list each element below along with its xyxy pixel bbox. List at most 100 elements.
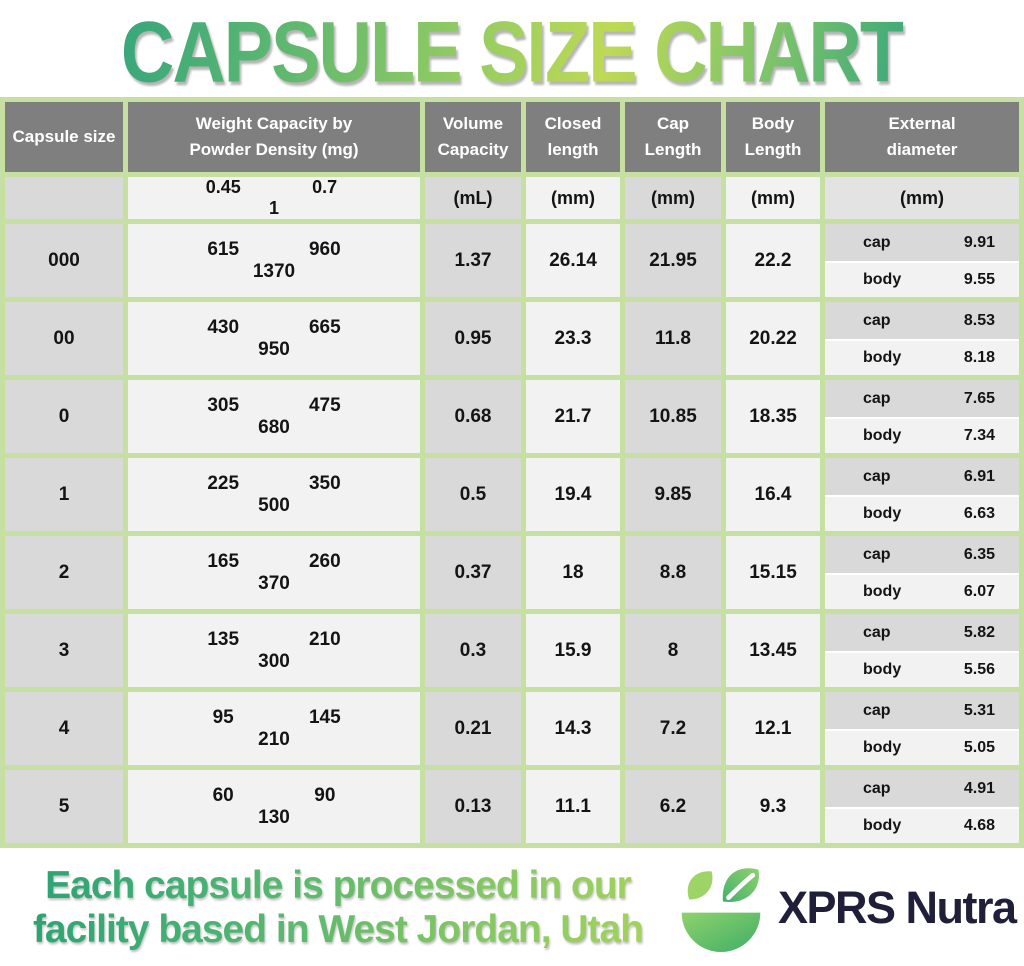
cap-label: cap bbox=[863, 233, 891, 251]
body-length-value: 12.1 bbox=[726, 692, 820, 765]
closed-length-value: 21.7 bbox=[526, 380, 620, 453]
volume-value: 0.13 bbox=[425, 770, 521, 843]
external-body-value: 7.34 bbox=[963, 427, 995, 444]
external-body-row: body 5.05 bbox=[825, 731, 1019, 765]
capsule-size-value: 3 bbox=[5, 614, 123, 687]
external-body-row: body 5.56 bbox=[825, 653, 1019, 687]
header-body-length: Body Length bbox=[726, 102, 820, 172]
header-external-diameter: External diameter bbox=[825, 102, 1019, 172]
cap-label: cap bbox=[863, 545, 891, 563]
external-diameter-cell: cap 8.53 body 8.18 bbox=[825, 302, 1019, 375]
density-1: 1 bbox=[268, 198, 279, 218]
closed-length-value: 11.1 bbox=[526, 770, 620, 843]
capsule-size-value: 00 bbox=[5, 302, 123, 375]
weight-at-045: 95 bbox=[212, 706, 234, 728]
external-body-row: body 6.63 bbox=[825, 497, 1019, 531]
external-cap-row: cap 5.82 bbox=[825, 614, 1019, 653]
leaf-bowl-icon bbox=[681, 868, 761, 953]
external-cap-value: 8.53 bbox=[963, 311, 995, 329]
density-045: 0.45 bbox=[205, 177, 241, 197]
body-length-value: 16.4 bbox=[726, 458, 820, 531]
page-title: CAPSULE SIZE CHART bbox=[0, 0, 1024, 100]
weight-at-1: 300 bbox=[258, 650, 290, 672]
body-length-value: 15.15 bbox=[726, 536, 820, 609]
subheader-row: 0.45 0.7 1 (mL) (mm) (mm) (mm) (mm) bbox=[5, 177, 1019, 219]
weight-at-07: 350 bbox=[308, 472, 341, 494]
table-row: 2 165 260 370 0.37 18 8.8 15.15 cap 6.35… bbox=[5, 536, 1019, 609]
density-07: 0.7 bbox=[312, 177, 338, 197]
external-cap-value: 5.31 bbox=[963, 701, 995, 719]
brand-name: XPRS Nutra bbox=[778, 882, 1017, 934]
external-diameter-cell: cap 6.91 body 6.63 bbox=[825, 458, 1019, 531]
cap-label: cap bbox=[863, 701, 891, 719]
external-cap-row: cap 6.91 bbox=[825, 458, 1019, 497]
volume-value: 1.37 bbox=[425, 224, 521, 297]
capsule-size-table: Capsule size Weight Capacity by Powder D… bbox=[0, 97, 1024, 848]
external-cap-value: 5.82 bbox=[963, 623, 995, 641]
external-body-row: body 6.07 bbox=[825, 575, 1019, 609]
tagline: Each capsule is processed in our facilit… bbox=[6, 864, 670, 952]
weight-at-045: 305 bbox=[207, 394, 240, 416]
weight-at-1: 680 bbox=[258, 416, 290, 438]
volume-value: 0.5 bbox=[425, 458, 521, 531]
external-diameter-cell: cap 5.31 body 5.05 bbox=[825, 692, 1019, 765]
external-cap-value: 6.91 bbox=[963, 467, 995, 485]
volume-value: 0.37 bbox=[425, 536, 521, 609]
cap-length-value: 8.8 bbox=[625, 536, 721, 609]
table-row: 3 135 210 300 0.3 15.9 8 13.45 cap 5.82 … bbox=[5, 614, 1019, 687]
weight-at-1: 370 bbox=[258, 572, 290, 594]
body-label: body bbox=[863, 505, 902, 522]
cap-length-value: 7.2 bbox=[625, 692, 721, 765]
header-closed-length: Closed length bbox=[526, 102, 620, 172]
body-label: body bbox=[863, 739, 902, 756]
volume-value: 0.95 bbox=[425, 302, 521, 375]
external-cap-row: cap 4.91 bbox=[825, 770, 1019, 809]
external-diameter-cell: cap 9.91 body 9.55 bbox=[825, 224, 1019, 297]
weight-at-1: 1370 bbox=[252, 260, 296, 282]
weight-values: 430 665 950 bbox=[128, 302, 420, 375]
external-cap-row: cap 5.31 bbox=[825, 692, 1019, 731]
header-cap-length: Cap Length bbox=[625, 102, 721, 172]
volume-value: 0.21 bbox=[425, 692, 521, 765]
body-label: body bbox=[863, 271, 902, 288]
subheader-densities: 0.45 0.7 1 bbox=[128, 177, 420, 219]
external-body-value: 9.55 bbox=[963, 271, 995, 288]
weight-at-07: 90 bbox=[314, 784, 336, 806]
closed-length-value: 23.3 bbox=[526, 302, 620, 375]
external-body-row: body 4.68 bbox=[825, 809, 1019, 843]
external-cap-row: cap 7.65 bbox=[825, 380, 1019, 419]
cap-length-value: 6.2 bbox=[625, 770, 721, 843]
closed-length-value: 14.3 bbox=[526, 692, 620, 765]
weight-at-045: 165 bbox=[207, 550, 240, 572]
header-volume-capacity: Volume Capacity bbox=[425, 102, 521, 172]
external-body-value: 5.05 bbox=[963, 739, 995, 756]
external-body-row: body 8.18 bbox=[825, 341, 1019, 375]
weight-at-1: 210 bbox=[258, 728, 290, 750]
weight-at-045: 135 bbox=[207, 628, 240, 650]
subheader-empty-cell bbox=[5, 177, 123, 219]
weight-at-07: 260 bbox=[308, 550, 341, 572]
subheader-external-unit: (mm) bbox=[825, 177, 1019, 219]
cap-label: cap bbox=[863, 389, 891, 407]
cap-length-value: 8 bbox=[625, 614, 721, 687]
weight-at-07: 960 bbox=[308, 238, 341, 260]
weight-values: 165 260 370 bbox=[128, 536, 420, 609]
capsule-size-value: 4 bbox=[5, 692, 123, 765]
capsule-size-value: 0 bbox=[5, 380, 123, 453]
volume-value: 0.3 bbox=[425, 614, 521, 687]
closed-length-value: 19.4 bbox=[526, 458, 620, 531]
external-body-row: body 9.55 bbox=[825, 263, 1019, 297]
header-weight-capacity: Weight Capacity by Powder Density (mg) bbox=[128, 102, 420, 172]
body-label: body bbox=[863, 583, 902, 600]
weight-values: 135 210 300 bbox=[128, 614, 420, 687]
external-diameter-cell: cap 4.91 body 4.68 bbox=[825, 770, 1019, 843]
subheader-cap-unit: (mm) bbox=[625, 177, 721, 219]
external-cap-value: 6.35 bbox=[963, 545, 995, 563]
weight-at-07: 665 bbox=[308, 316, 341, 338]
capsule-size-value: 1 bbox=[5, 458, 123, 531]
body-label: body bbox=[863, 349, 902, 366]
header-capsule-size: Capsule size bbox=[5, 102, 123, 172]
cap-label: cap bbox=[863, 311, 891, 329]
cap-label: cap bbox=[863, 779, 891, 797]
weight-values: 225 350 500 bbox=[128, 458, 420, 531]
